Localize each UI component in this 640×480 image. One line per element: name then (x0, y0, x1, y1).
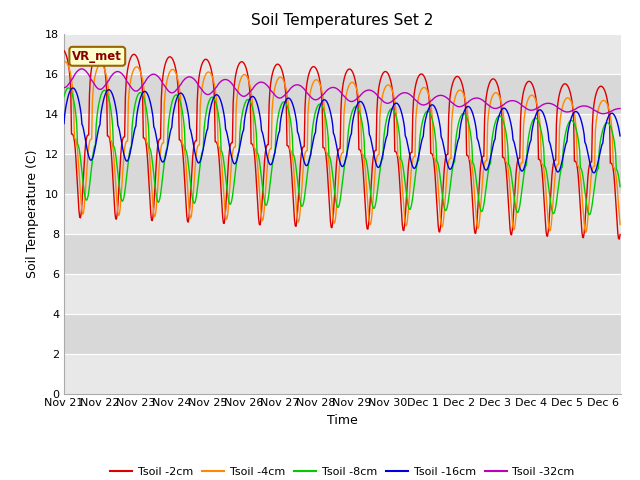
X-axis label: Time: Time (327, 414, 358, 427)
Title: Soil Temperatures Set 2: Soil Temperatures Set 2 (252, 13, 433, 28)
Bar (64, 354, 621, 394)
Bar (64, 274, 621, 313)
Bar (64, 234, 621, 274)
Bar (64, 34, 621, 73)
Bar (64, 313, 621, 354)
Bar (64, 73, 621, 114)
Bar (64, 154, 621, 193)
Legend: Tsoil -2cm, Tsoil -4cm, Tsoil -8cm, Tsoil -16cm, Tsoil -32cm: Tsoil -2cm, Tsoil -4cm, Tsoil -8cm, Tsoi… (106, 463, 579, 480)
Bar (64, 193, 621, 234)
Text: VR_met: VR_met (72, 50, 122, 63)
Bar (64, 114, 621, 154)
Y-axis label: Soil Temperature (C): Soil Temperature (C) (26, 149, 40, 278)
